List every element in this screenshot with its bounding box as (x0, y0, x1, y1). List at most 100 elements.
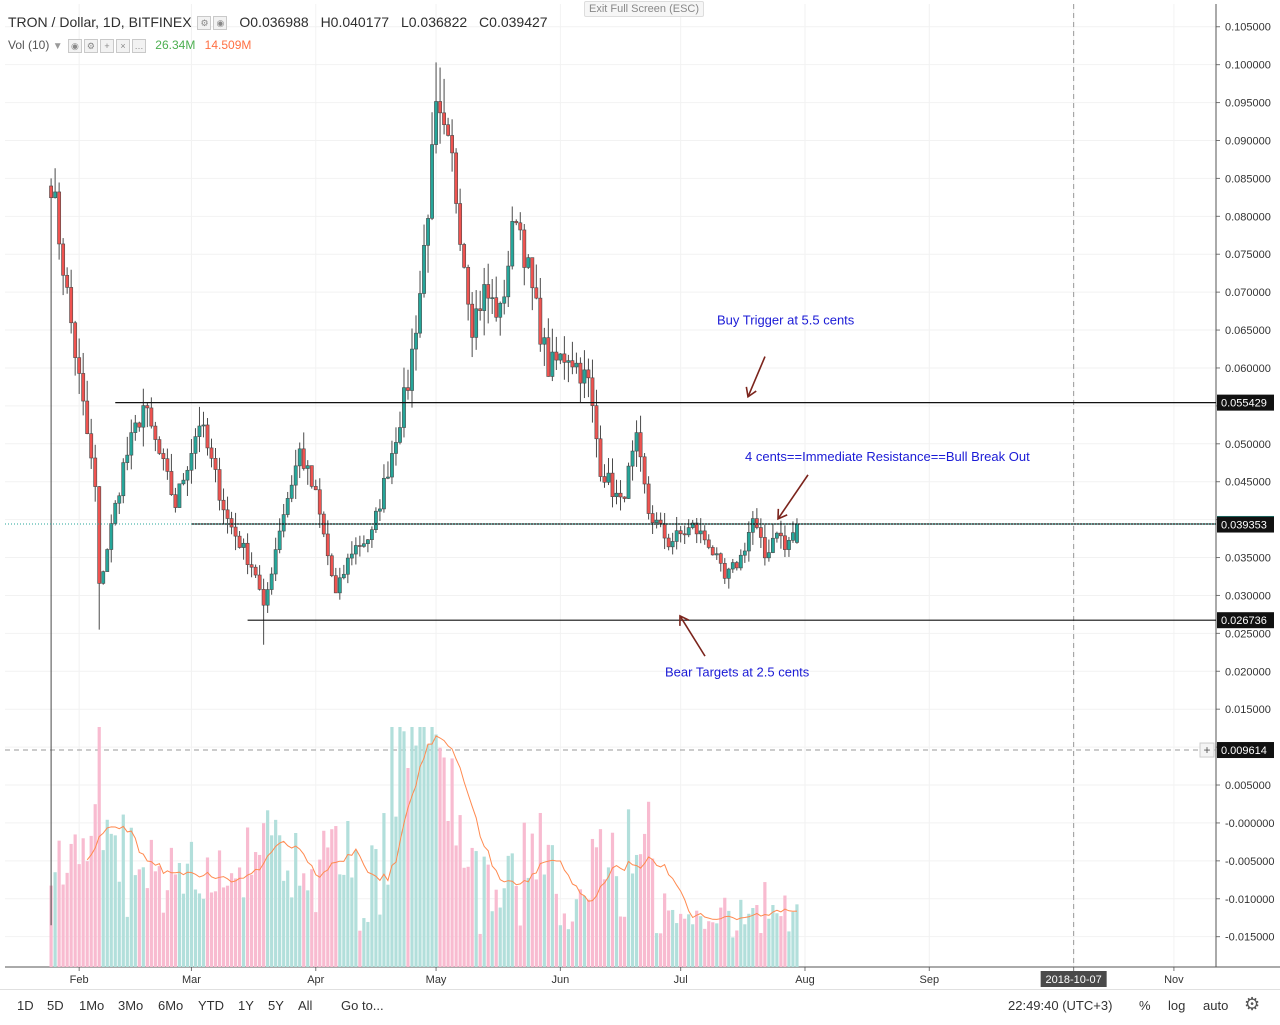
candle (185, 466, 190, 496)
eye-icon[interactable]: ◉ (213, 16, 228, 31)
ohlc-values: O0.036988 H0.040177 L0.036822 C0.039427 (231, 14, 547, 30)
candle (770, 524, 775, 554)
volume-bar (655, 933, 659, 967)
volume-bar (398, 727, 402, 967)
candle-body (518, 222, 523, 231)
candle (726, 567, 731, 589)
timeframe-ytd[interactable]: YTD (198, 998, 224, 1013)
remove-icon[interactable]: × (115, 38, 130, 53)
candle (93, 444, 98, 502)
timeframe-6mo[interactable]: 6Mo (158, 998, 184, 1013)
volume-bar (614, 876, 619, 967)
volume-bar (342, 874, 346, 967)
volume-bar (169, 847, 173, 967)
candle-body (466, 266, 471, 305)
volume-bar (466, 866, 470, 967)
goto-button[interactable]: Go to... (341, 998, 384, 1013)
candle-body (133, 422, 138, 433)
candle-body (578, 362, 583, 384)
timeframe-5y[interactable]: 5Y (268, 998, 284, 1013)
candle-body (706, 539, 711, 548)
volume-bar (205, 857, 210, 967)
volume-bar (298, 885, 302, 967)
candle-body (378, 508, 382, 512)
candle-body (365, 539, 370, 545)
timeframe-5d[interactable]: 5D (47, 998, 64, 1013)
x-tick-label: Apr (307, 974, 324, 986)
candle (630, 440, 635, 481)
candle (161, 448, 166, 471)
volume-bar (270, 835, 274, 967)
symbol-title[interactable]: TRON / Dollar, 1D, BITFINEX (8, 14, 192, 30)
candle (550, 328, 555, 382)
volume-label[interactable]: Vol (10) (8, 38, 50, 52)
timeframe-1mo[interactable]: 1Mo (79, 998, 105, 1013)
candle-body (105, 549, 110, 572)
timeframe-all[interactable]: All (298, 998, 313, 1013)
add-icon[interactable]: + (99, 38, 114, 53)
candle-body (249, 564, 254, 568)
candle-body (698, 530, 703, 535)
auto-toggle[interactable]: auto (1203, 998, 1229, 1013)
candle (121, 458, 126, 504)
candle-body (598, 438, 603, 477)
more-icon[interactable]: … (131, 38, 146, 53)
log-toggle[interactable]: log (1168, 998, 1186, 1013)
settings-icon[interactable]: ⚙ (83, 38, 98, 53)
candle (325, 520, 330, 566)
volume-bar (358, 930, 362, 967)
candle (285, 491, 290, 518)
gear-icon[interactable]: ⚙ (1244, 994, 1261, 1014)
candle-body (309, 465, 314, 487)
exit-fullscreen-button[interactable]: Exit Full Screen (ESC) (584, 1, 705, 17)
candle (430, 112, 434, 221)
y-tick-label: 0.065000 (1225, 325, 1271, 337)
candle-body (550, 351, 555, 377)
candle (382, 464, 386, 513)
percent-toggle[interactable]: % (1139, 998, 1151, 1013)
candle-body (229, 518, 234, 528)
candle (225, 496, 230, 534)
timeframe-1y[interactable]: 1Y (238, 998, 254, 1013)
candle-body (546, 337, 551, 377)
candle (141, 388, 146, 447)
candle-body (542, 337, 547, 345)
candle-body (470, 303, 475, 338)
high-value: H0.040177 (320, 14, 390, 30)
volume-bar (474, 851, 478, 967)
candle-body (594, 405, 599, 440)
candle-body (77, 357, 82, 374)
clock[interactable]: 22:49:40 (UTC+3) (1008, 998, 1113, 1013)
annotation-label: Buy Trigger at 5.5 cents (717, 313, 855, 328)
volume-bar (254, 852, 258, 967)
candle-body (289, 484, 294, 499)
candle-body (109, 523, 114, 550)
candle (650, 505, 655, 534)
timeframe-1d[interactable]: 1D (17, 998, 34, 1013)
volume-bar (225, 885, 230, 967)
candle (618, 480, 623, 511)
candle (369, 526, 374, 548)
candle-body (726, 568, 731, 579)
volume-bar (386, 884, 390, 967)
volume-bar (538, 812, 542, 967)
candle (722, 558, 727, 584)
candle (702, 525, 707, 545)
eye-icon[interactable]: ◉ (67, 38, 82, 53)
candle-body (137, 422, 142, 428)
candle (586, 358, 591, 398)
chevron-down-icon[interactable]: ▼ (52, 41, 63, 52)
candle (386, 461, 390, 480)
timeframe-3mo[interactable]: 3Mo (118, 998, 144, 1013)
candle-body (297, 448, 302, 467)
volume-bar (250, 874, 254, 967)
volume-bar (65, 872, 69, 967)
volume-bar (402, 731, 406, 967)
volume-bar (278, 835, 282, 967)
candle (133, 414, 138, 441)
settings-icon[interactable]: ⚙ (197, 16, 212, 31)
candle (654, 512, 659, 529)
volume-bar (318, 859, 322, 967)
volume-bar (382, 813, 386, 967)
